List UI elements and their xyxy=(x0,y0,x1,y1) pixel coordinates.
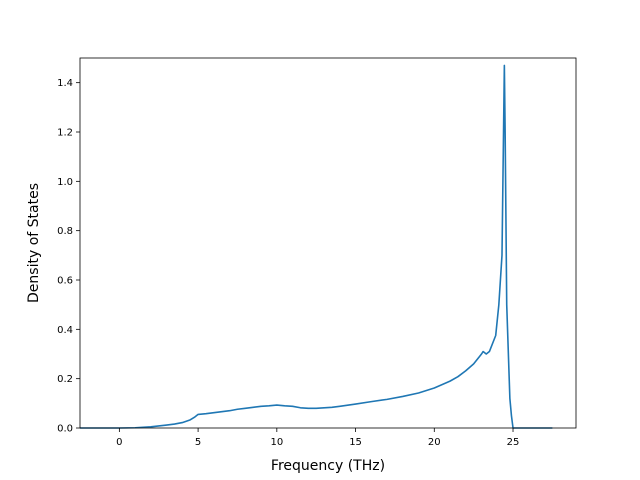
x-tick-label: 0 xyxy=(116,437,122,448)
y-tick-label: 0.4 xyxy=(57,325,73,336)
y-tick-label: 1.2 xyxy=(57,128,73,139)
x-tick-label: 20 xyxy=(428,437,441,448)
y-tick-label: 1.4 xyxy=(57,78,73,89)
x-tick-label: 25 xyxy=(507,437,520,448)
plot-area xyxy=(80,58,576,428)
y-tick-label: 0.6 xyxy=(57,276,73,287)
y-tick-label: 0.0 xyxy=(57,424,73,435)
x-axis-ticks: 0 5 10 15 20 25 xyxy=(116,428,519,448)
dos-series-line xyxy=(80,64,553,429)
x-axis-label: Frequency (THz) xyxy=(271,458,385,474)
x-tick-label: 5 xyxy=(195,437,201,448)
plot-frame xyxy=(79,57,577,429)
y-tick-label: 0.2 xyxy=(57,374,73,385)
y-tick-label: 1.0 xyxy=(57,177,73,188)
x-tick-label: 15 xyxy=(349,437,362,448)
y-axis-label: Density of States xyxy=(26,183,42,303)
x-tick-label: 10 xyxy=(270,437,283,448)
y-axis-ticks: 0.0 0.2 0.4 0.6 0.8 1.0 1.2 1.4 xyxy=(57,78,80,435)
y-tick-label: 0.8 xyxy=(57,226,73,237)
